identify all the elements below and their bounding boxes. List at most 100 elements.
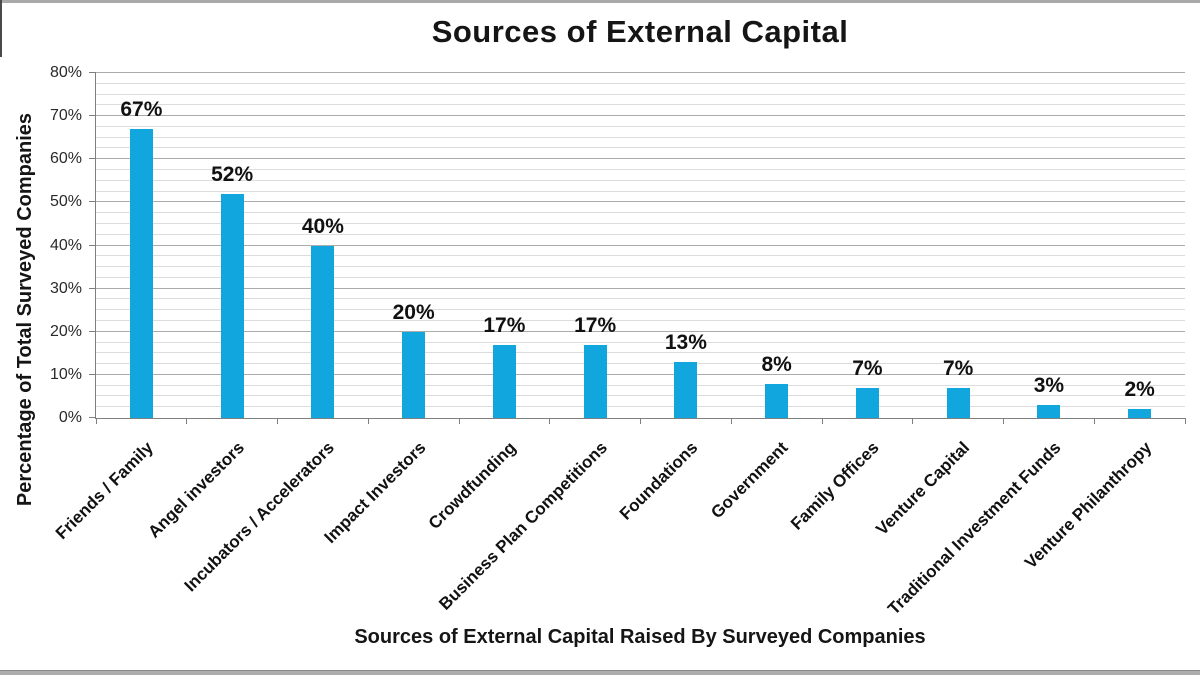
y-tick-label: 0% xyxy=(58,409,82,426)
y-axis-tick xyxy=(89,417,96,418)
major-gridline xyxy=(96,158,1185,160)
y-tick-label: 10% xyxy=(49,365,82,383)
minor-gridline xyxy=(96,233,1185,235)
minor-gridline xyxy=(96,179,1185,181)
y-axis-title: Percentage of Total Surveyed Companies xyxy=(8,60,42,560)
major-gridline xyxy=(96,244,1185,246)
bar xyxy=(765,383,789,418)
minor-gridline xyxy=(96,212,1185,214)
bar xyxy=(129,129,153,418)
minor-gridline xyxy=(96,352,1185,354)
y-axis-title-text: Percentage of Total Surveyed Companies xyxy=(13,113,36,507)
minor-gridline xyxy=(96,266,1185,268)
value-label: 13% xyxy=(664,330,707,354)
minor-gridline xyxy=(96,255,1185,257)
value-label: 2% xyxy=(1124,378,1155,402)
minor-gridline xyxy=(96,276,1185,278)
value-label: 67% xyxy=(120,98,163,122)
bar xyxy=(583,344,607,418)
x-axis-tick xyxy=(1184,418,1186,424)
value-label: 52% xyxy=(211,162,254,186)
category-label: Foundations xyxy=(615,438,702,524)
minor-gridline xyxy=(96,125,1185,127)
y-tick-label: 20% xyxy=(49,322,82,340)
category-label: Traditional Investment Funds xyxy=(883,438,1065,619)
bar xyxy=(946,387,970,418)
value-label: 17% xyxy=(574,313,617,337)
left-edge-line xyxy=(0,0,2,57)
bar xyxy=(674,361,698,418)
y-tick-label: 70% xyxy=(49,107,82,125)
category-label: Incubators / Accelerators xyxy=(181,438,339,596)
x-axis-tick xyxy=(549,418,551,424)
minor-gridline xyxy=(96,104,1185,106)
x-axis-tick xyxy=(367,418,369,424)
y-axis-tick xyxy=(89,373,96,375)
y-tick-label: 30% xyxy=(49,279,82,297)
minor-gridline xyxy=(96,395,1185,397)
bar xyxy=(1128,409,1152,418)
y-tick-label: 40% xyxy=(49,236,82,254)
x-axis-tick xyxy=(277,418,278,424)
bottom-edge-line xyxy=(0,670,1200,675)
plot-area: 0% 10% 20% 30% 40% 50% 60% 70% 80% 67% Friends / F… xyxy=(50,64,1186,618)
top-edge-line xyxy=(0,0,1200,3)
chart-title: Sources of External Capital xyxy=(431,14,849,49)
category-label: Venture Capital xyxy=(872,438,974,539)
y-axis-tick xyxy=(89,330,96,332)
minor-gridline xyxy=(96,384,1185,386)
minor-gridline xyxy=(96,93,1185,95)
value-label: 40% xyxy=(301,214,344,238)
x-axis-tick xyxy=(95,418,97,424)
minor-gridline xyxy=(96,222,1185,224)
y-axis-tick xyxy=(89,287,96,289)
minor-gridline xyxy=(96,82,1185,84)
minor-gridline xyxy=(96,169,1185,171)
category-label: Friends / Family xyxy=(51,438,157,543)
category-label: Angel investors xyxy=(143,438,248,542)
x-axis-tick xyxy=(912,418,914,424)
bar xyxy=(1037,405,1061,418)
x-axis-tick xyxy=(458,418,460,424)
x-axis-title: Sources of External Capital Raised By Su… xyxy=(95,626,1185,649)
bar xyxy=(220,193,244,418)
major-gridline xyxy=(96,115,1185,117)
y-axis-tick xyxy=(89,115,96,117)
x-axis-tick xyxy=(186,418,188,424)
major-gridline xyxy=(96,201,1185,203)
y-axis-tick xyxy=(89,244,96,246)
bar xyxy=(855,387,879,418)
value-label: 8% xyxy=(761,352,792,376)
value-label: 7% xyxy=(942,356,974,380)
minor-gridline xyxy=(96,298,1185,300)
minor-gridline xyxy=(96,406,1185,408)
minor-gridline xyxy=(96,147,1185,149)
value-label: 20% xyxy=(392,300,435,324)
minor-gridline xyxy=(96,190,1185,192)
x-axis-tick xyxy=(730,418,732,424)
x-axis-title-text: Sources of External Capital Raised By Su… xyxy=(354,626,926,648)
category-label: Impact Investors xyxy=(320,438,430,547)
minor-gridline xyxy=(96,319,1185,321)
y-tick-label: 60% xyxy=(49,150,82,168)
major-gridline xyxy=(96,373,1185,375)
major-gridline xyxy=(96,72,1185,73)
y-axis-tick xyxy=(89,201,96,203)
x-axis-tick xyxy=(640,418,641,424)
y-axis-tick xyxy=(89,72,96,73)
y-tick-label: 80% xyxy=(49,64,82,81)
bar xyxy=(311,245,335,418)
bar xyxy=(402,331,426,418)
category-label: Business Plan Competitions xyxy=(434,438,611,614)
minor-gridline xyxy=(96,309,1185,311)
category-label: Family Offices xyxy=(787,438,883,534)
major-gridline xyxy=(96,287,1185,289)
bar xyxy=(492,344,516,418)
category-label: Crowdfunding xyxy=(424,438,520,533)
value-label: 3% xyxy=(1033,374,1065,398)
minor-gridline xyxy=(96,136,1185,138)
major-gridline xyxy=(96,330,1185,332)
x-axis-tick xyxy=(821,418,823,424)
category-label: Government xyxy=(707,438,793,523)
